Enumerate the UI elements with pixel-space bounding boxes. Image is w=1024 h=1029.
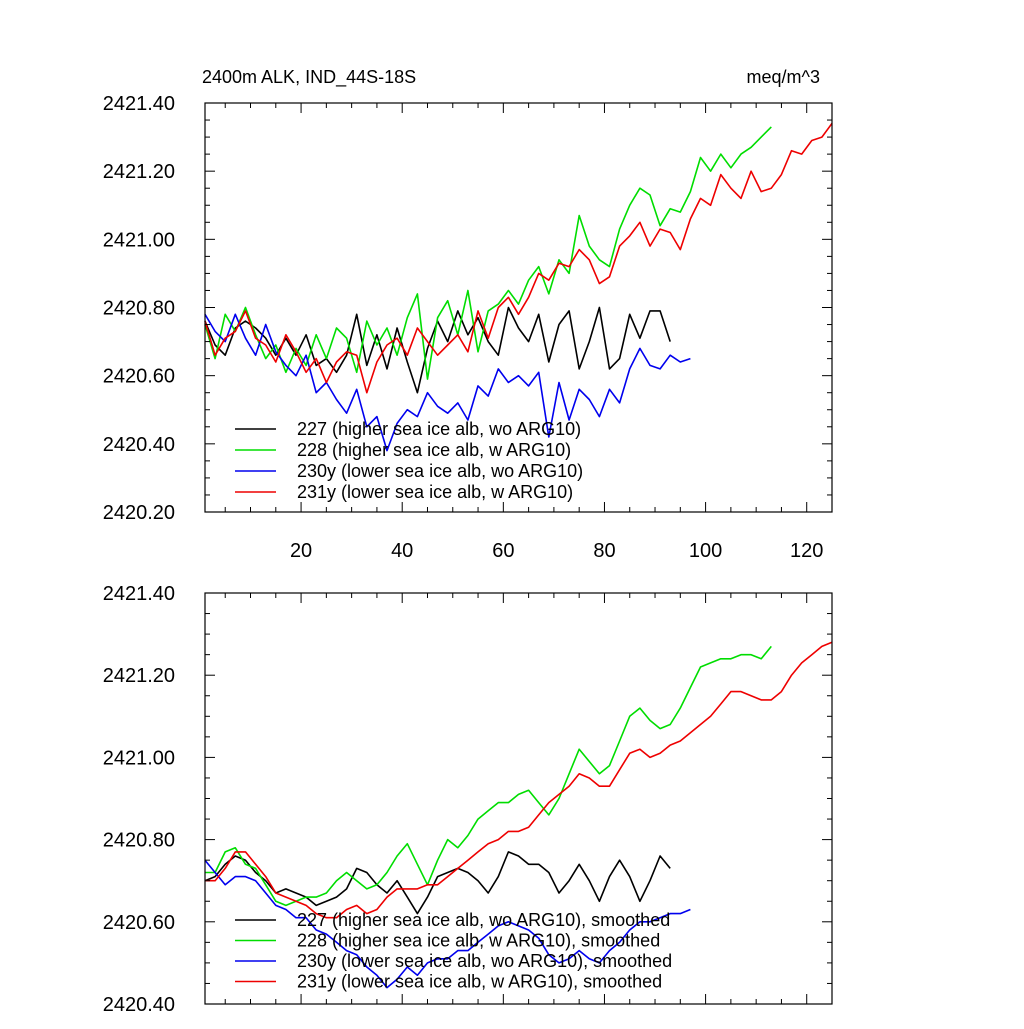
series-line-1-4 [204, 122, 833, 394]
y-tick-label: 2421.40 [103, 583, 175, 605]
series-line-2-4 [205, 641, 833, 919]
legend-label-2-4: 231y (lower sea ice alb, w ARG10), smoot… [297, 972, 662, 992]
series-line-1-3 [204, 313, 691, 452]
y-tick-label: 2420.40 [103, 434, 175, 456]
y-tick-label: 2421.20 [103, 161, 175, 183]
series-line-2-2 [205, 645, 772, 907]
series-line-2-1 [204, 851, 671, 915]
y-tick-label: 2420.20 [103, 502, 175, 524]
series-line-1-2 [204, 126, 772, 380]
x-tick-label: 120 [790, 540, 823, 562]
x-tick-label: 100 [689, 540, 722, 562]
legend-label-2-3: 230y (lower sea ice alb, wo ARG10), smoo… [297, 951, 672, 971]
legend-label-1-1: 227 (higher sea ice alb, wo ARG10) [297, 419, 581, 439]
x-tick-label: 80 [593, 540, 615, 562]
chart-title: 2400m ALK, IND_44S-18S [202, 67, 416, 88]
x-tick-label: 60 [492, 540, 514, 562]
y-tick-label: 2421.20 [103, 665, 175, 687]
y-tick-label: 2421.40 [103, 93, 175, 115]
y-tick-label: 2421.00 [103, 747, 175, 769]
series-line-2-3 [204, 859, 691, 989]
x-tick-label: 40 [391, 540, 413, 562]
legend-label-2-2: 228 (higher sea ice alb, w ARG10), smoot… [297, 931, 660, 951]
legend-label-1-2: 228 (higher sea ice alb, w ARG10) [297, 440, 571, 460]
y-tick-label: 2420.40 [103, 994, 175, 1016]
legend-label-1-4: 231y (lower sea ice alb, w ARG10) [297, 482, 573, 502]
y-tick-label: 2420.80 [103, 830, 175, 852]
y-tick-label: 2420.60 [103, 912, 175, 934]
legend-label-1-3: 230y (lower sea ice alb, wo ARG10) [297, 461, 583, 481]
x-tick-label: 20 [290, 540, 312, 562]
y-tick-label: 2421.00 [103, 229, 175, 251]
legend-label-2-1: 227 (higher sea ice alb, wo ARG10), smoo… [297, 910, 670, 930]
y-tick-label: 2420.60 [103, 366, 175, 388]
chart-units: meq/m^3 [747, 67, 820, 87]
y-tick-label: 2420.80 [103, 298, 175, 320]
